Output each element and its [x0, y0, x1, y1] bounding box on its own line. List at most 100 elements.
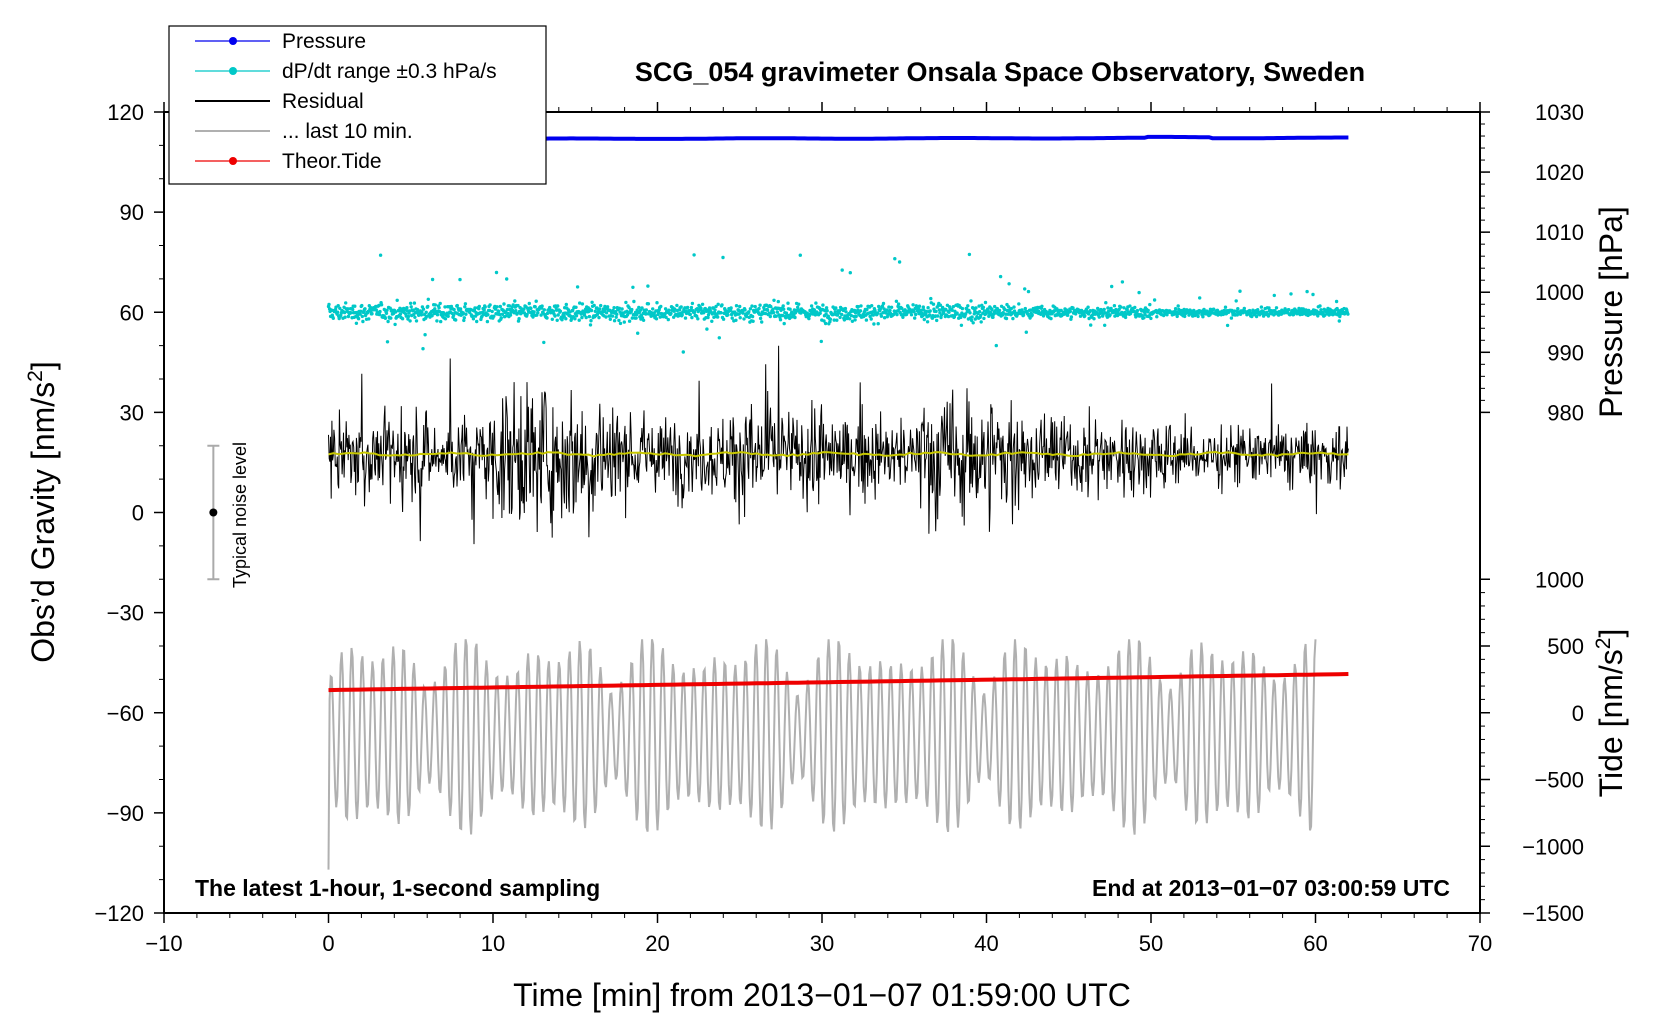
dpdt-point [765, 308, 770, 312]
dpdt-point [859, 304, 863, 308]
dpdt-point [760, 320, 764, 324]
dpdt-point [482, 308, 486, 312]
dpdt-point [525, 312, 529, 317]
dpdt-point [876, 322, 880, 326]
dpdt-point [798, 253, 802, 257]
dpdt-point [1223, 305, 1228, 309]
dpdt-point [912, 310, 916, 314]
dpdt-point [695, 314, 699, 318]
dpdt-point [854, 314, 858, 319]
dpdt-point [593, 309, 597, 313]
dpdt-point [346, 307, 350, 311]
dpdt-point [835, 318, 839, 322]
dpdt-point [378, 253, 383, 257]
dpdt-point [974, 306, 978, 310]
dpdt-point [393, 310, 398, 314]
dpdt-point [646, 284, 650, 288]
dpdt-point [720, 303, 724, 307]
chart-title: SCG_054 gravimeter Onsala Space Observat… [635, 57, 1365, 87]
dpdt-point [775, 310, 779, 314]
dpdt-point [776, 299, 780, 304]
dpdt-point [993, 311, 997, 315]
dpdt-point [995, 306, 999, 311]
last10-line [327, 639, 1317, 870]
dpdt-point [969, 299, 973, 303]
x-tick-label: 60 [1303, 931, 1327, 956]
dpdt-point [545, 316, 549, 320]
dpdt-point [870, 304, 874, 308]
dpdt-point [384, 311, 389, 315]
dpdt-point [840, 268, 844, 272]
dpdt-point [881, 301, 886, 306]
dpdt-point [1090, 313, 1095, 317]
dpdt-point [1004, 316, 1009, 321]
dpdt-point [1346, 312, 1350, 316]
dpdt-point [1149, 316, 1153, 321]
dpdt-point [358, 312, 362, 316]
dpdt-point [488, 303, 492, 307]
dpdt-point [856, 305, 860, 309]
dpdt-point [490, 309, 494, 314]
dpdt-point [897, 260, 902, 264]
dpdt-point [690, 301, 695, 306]
dpdt-point [998, 274, 1003, 279]
dpdt-point [655, 301, 659, 305]
dpdt-point [361, 319, 365, 324]
x-tick-label: 40 [974, 931, 998, 956]
y-left-tick-label: −90 [107, 801, 144, 826]
dpdt-point [973, 317, 977, 321]
dpdt-point [426, 304, 430, 309]
dpdt-point [1124, 312, 1128, 317]
dpdt-point [597, 315, 601, 320]
dpdt-point [597, 307, 602, 311]
dpdt-point [327, 302, 331, 307]
dpdt-point [840, 312, 844, 317]
dpdt-point [1137, 290, 1141, 295]
tide-tick-label: 1000 [1535, 567, 1584, 592]
dpdt-point [993, 304, 997, 309]
dpdt-point [437, 306, 441, 310]
dpdt-point [745, 314, 749, 319]
dpdt-point [513, 299, 517, 303]
dpdt-point [825, 309, 829, 313]
dpdt-point [1334, 299, 1339, 304]
dpdt-point [838, 315, 842, 320]
dpdt-point [499, 316, 503, 320]
dpdt-point [925, 320, 930, 324]
dpdt-point [858, 309, 863, 313]
dpdt-point [507, 304, 512, 308]
dpdt-point [692, 310, 697, 314]
dpdt-point [1222, 308, 1227, 313]
dpdt-point [821, 303, 825, 307]
dpdt-point [1009, 306, 1013, 311]
dpdt-point [342, 310, 347, 315]
dpdt-point [498, 312, 502, 317]
dpdt-point [683, 316, 688, 320]
dpdt-point [360, 314, 364, 319]
dpdt-point [483, 305, 487, 309]
y-left-tick-label: −120 [94, 901, 144, 926]
dpdt-point [938, 303, 943, 307]
dpdt-point [517, 317, 521, 321]
dpdt-point [446, 314, 450, 318]
dpdt-point [771, 310, 776, 315]
dpdt-point [706, 315, 710, 320]
dpdt-point [551, 309, 556, 313]
dpdt-point [363, 307, 367, 311]
dpdt-point [880, 304, 885, 308]
dpdt-point [717, 336, 721, 340]
dpdt-point [451, 313, 456, 318]
dpdt-point [768, 314, 772, 319]
dpdt-point [734, 318, 738, 322]
dpdt-point [741, 311, 745, 315]
dpdt-point [1266, 314, 1271, 318]
note-right: End at 2013−01−07 03:00:59 UTC [1092, 875, 1450, 901]
dpdt-point [786, 301, 790, 305]
dpdt-point [781, 304, 785, 308]
dpdt-point [679, 305, 683, 309]
dpdt-point [1234, 299, 1238, 303]
dpdt-point [959, 315, 963, 320]
dpdt-point [1109, 306, 1113, 311]
dpdt-point [882, 316, 887, 320]
dpdt-point [571, 309, 575, 313]
